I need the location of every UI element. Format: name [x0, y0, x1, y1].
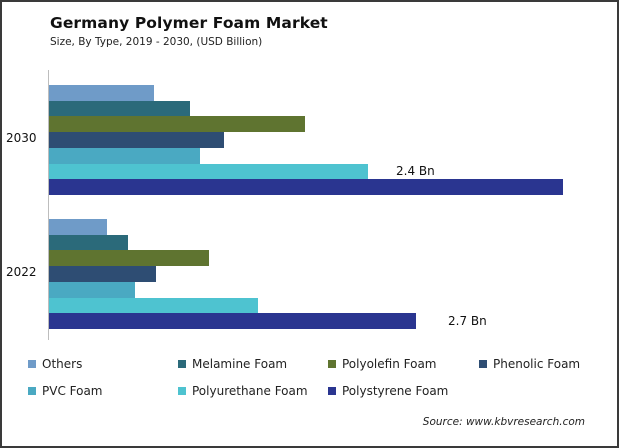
legend-item-polystyrene-foam: Polystyrene Foam: [328, 384, 448, 398]
chart-legend: Others Melamine Foam Polyolefin Foam Phe…: [2, 354, 619, 404]
bar-2022-phenolic-foam: [49, 266, 156, 283]
data-label-2022-polystyrene: 2.7 Bn: [448, 314, 487, 328]
bar-2030-polyurethane-foam: [49, 163, 368, 180]
bar-2022-others: [49, 219, 107, 235]
legend-item-others: Others: [28, 357, 82, 371]
bar-2022-melamine-foam: [49, 234, 128, 251]
chart-subtitle: Size, By Type, 2019 - 2030, (USD Billion…: [50, 36, 263, 48]
legend-swatch-phenolic-foam: [479, 360, 487, 368]
source-credit: Source: www.kbvresearch.com: [422, 416, 585, 428]
legend-item-polyolefin-foam: Polyolefin Foam: [328, 357, 436, 371]
legend-swatch-polyurethane-foam: [178, 387, 186, 395]
bar-2030-pvc-foam: [49, 147, 200, 164]
bar-2022-pvc-foam: [49, 281, 135, 298]
legend-label: Polystyrene Foam: [342, 384, 449, 398]
legend-item-melamine-foam: Melamine Foam: [178, 357, 287, 371]
legend-item-pvc-foam: PVC Foam: [28, 384, 103, 398]
legend-swatch-others: [28, 360, 36, 368]
bar-2030-melamine-foam: [49, 100, 190, 117]
legend-label: Polyurethane Foam: [192, 384, 308, 398]
legend-swatch-pvc-foam: [28, 387, 36, 395]
legend-swatch-melamine-foam: [178, 360, 186, 368]
category-label-2030: 2030: [6, 131, 37, 145]
bar-2030-polystyrene-foam: [49, 179, 563, 196]
bar-2022-polyolefin-foam: [49, 250, 209, 267]
category-label-2022: 2022: [6, 265, 37, 279]
legend-swatch-polystyrene-foam: [328, 387, 336, 395]
chart-title: Germany Polymer Foam Market: [50, 14, 328, 32]
legend-item-phenolic-foam: Phenolic Foam: [479, 357, 580, 371]
category-axis-line: [48, 70, 49, 340]
bar-2022-polyurethane-foam: [49, 297, 258, 314]
legend-label: Polyolefin Foam: [342, 357, 437, 371]
legend-label: Others: [42, 357, 83, 371]
legend-swatch-polyolefin-foam: [328, 360, 336, 368]
bar-2022-polystyrene-foam: [49, 313, 416, 330]
bar-2030-polyolefin-foam: [49, 116, 305, 133]
bar-2030-others: [49, 85, 154, 101]
data-label-2030-polyurethane: 2.4 Bn: [396, 164, 435, 178]
legend-label: Phenolic Foam: [493, 357, 581, 371]
bar-2030-phenolic-foam: [49, 132, 224, 149]
legend-label: PVC Foam: [42, 384, 103, 398]
legend-item-polyurethane-foam: Polyurethane Foam: [178, 384, 308, 398]
legend-label: Melamine Foam: [192, 357, 288, 371]
